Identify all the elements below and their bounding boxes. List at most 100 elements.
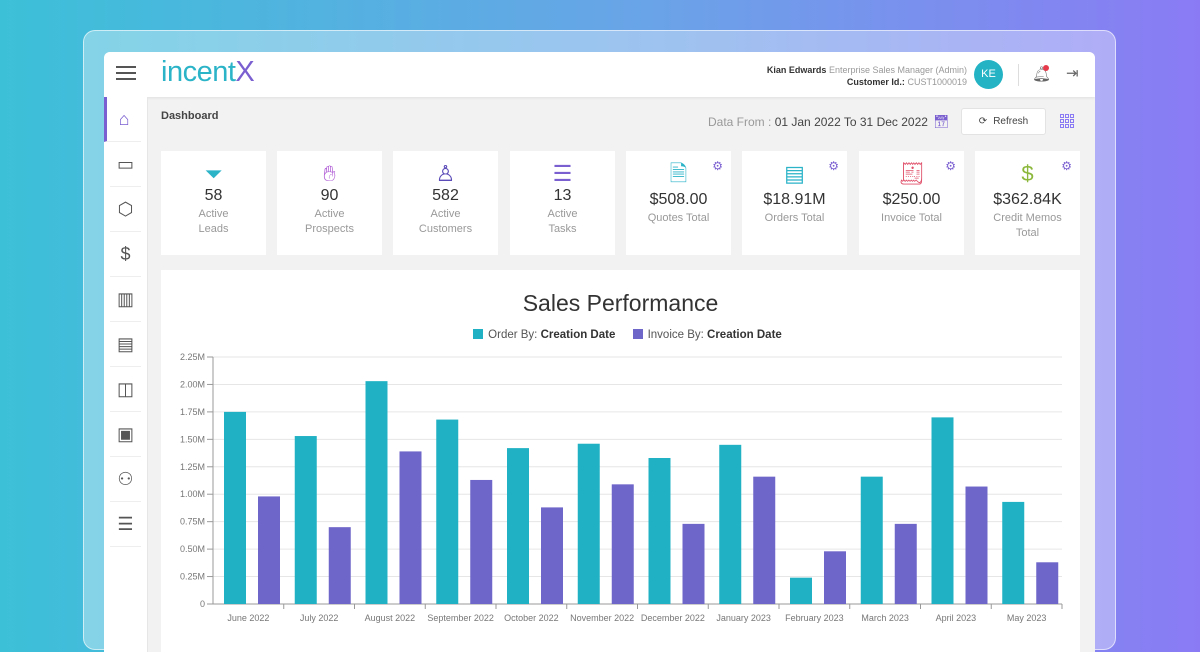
kpi-label-line2: Leads (198, 223, 229, 235)
bar-invoice[interactable] (470, 479, 493, 604)
user-role: Enterprise Sales Manager (Admin) (828, 65, 967, 75)
bar-order[interactable] (365, 381, 388, 604)
crm-icon: ▭ (116, 153, 134, 174)
sliders-icon: ☰ (117, 513, 134, 534)
y-tick-label: 0.50M (180, 544, 205, 554)
kpi-card[interactable]: ⏷ 58 Active Leads (161, 151, 266, 255)
date-range-value: 01 Jan 2022 To 31 Dec 2022 (774, 115, 928, 129)
gear-icon[interactable]: ⚙ (945, 159, 956, 173)
bar-order[interactable] (294, 436, 317, 604)
bar-order[interactable] (224, 411, 246, 604)
logo-accent: X (235, 56, 255, 88)
bar-invoice[interactable] (611, 484, 634, 604)
customer-id: CUST1000019 (907, 77, 967, 87)
id-card-icon: ▣ (116, 423, 134, 444)
kpi-label-line1: Active (314, 208, 345, 220)
menu-icon[interactable] (116, 66, 136, 80)
logout-icon[interactable]: ⇥ (1066, 65, 1079, 82)
kpi-label-line2: Orders Total (764, 212, 825, 224)
sidebar: ⌂ ▭ ⬡ $ ▥ ▤ ◫ ▣ ⚇ ☰ (104, 97, 148, 652)
kpi-card[interactable]: ✋︎ 90 Active Prospects (277, 151, 382, 255)
y-tick-label: 1.25M (180, 462, 205, 472)
bar-invoice[interactable] (894, 523, 917, 604)
bar-chart: 0 0.25M 0.50M 0.75M 1.00M 1.25M 1.50M 1.75M 2.00… (180, 352, 1063, 623)
bar-order[interactable] (790, 577, 812, 604)
credit-memo-icon: $ (1021, 161, 1034, 186)
bar-order[interactable] (648, 457, 671, 604)
legend-swatch-order (473, 329, 484, 339)
bar-invoice[interactable] (399, 451, 422, 604)
user-name: Kian Edwards (766, 65, 827, 75)
kpi-card[interactable]: ♙ 582 Active Customers (393, 151, 498, 255)
kpi-label-line2: Tasks (548, 223, 577, 235)
bar-invoice[interactable] (753, 476, 776, 604)
kpi-card[interactable]: ▤ $18.91M Orders Total ⚙ (742, 151, 847, 255)
bar-invoice[interactable] (328, 527, 351, 604)
sidebar-item-products[interactable]: ⬡ (110, 187, 141, 232)
bar-invoice[interactable] (258, 496, 280, 604)
y-tick-label: 0 (200, 599, 205, 609)
sidebar-item-crm[interactable]: ▭ (110, 142, 141, 187)
legend-order-name[interactable]: Creation Date (540, 329, 616, 341)
kpi-value: $508.00 (649, 191, 708, 208)
breadcrumb: Dashboard (161, 110, 219, 122)
gear-icon[interactable]: ⚙ (828, 159, 839, 173)
kpi-label-line1: Credit Memos (993, 212, 1062, 224)
kpi-card[interactable]: ☰ 13 Active Tasks (510, 151, 615, 255)
sidebar-item-cards[interactable]: ▣ (110, 412, 141, 457)
bar-invoice[interactable] (1036, 562, 1059, 604)
sidebar-item-finance[interactable]: $ (110, 232, 141, 277)
kpi-label-line2: Customers (418, 223, 473, 235)
refresh-button[interactable]: ⟳ Refresh (961, 108, 1046, 135)
kpi-label-line2: Quotes Total (647, 212, 710, 224)
x-tick-label: December 2022 (641, 613, 705, 623)
gear-icon[interactable]: ⚙ (712, 159, 723, 173)
dollar-icon: $ (120, 243, 131, 264)
kpi-label-line1: Active (430, 208, 461, 220)
logo-text: incent (161, 56, 236, 88)
app-window: incentX Kian Edwards Enterprise Sales Ma… (104, 52, 1095, 652)
sidebar-item-settings[interactable]: ☰ (110, 502, 141, 547)
checklist-icon: ☰ (552, 161, 573, 186)
notification-bell-icon[interactable]: 🔔︎ (1032, 65, 1052, 83)
sidebar-item-shop[interactable]: ◫ (110, 367, 141, 412)
calendar-icon[interactable]: 📅︎ (933, 114, 950, 129)
bar-order[interactable] (931, 417, 954, 604)
grid-view-icon[interactable] (1060, 114, 1074, 128)
hand-chart-icon: ✋︎ (323, 161, 336, 186)
gear-icon[interactable]: ⚙ (1061, 159, 1072, 173)
avatar[interactable]: KE (974, 60, 1003, 89)
kpi-card[interactable]: 🧾︎ $250.00 Invoice Total ⚙ (859, 151, 964, 255)
kpi-card[interactable]: $ $362.84K Credit Memos Total ⚙ (975, 151, 1080, 255)
bar-invoice[interactable] (682, 523, 705, 604)
kpi-label-line2: Total (1015, 227, 1040, 239)
kpi-value: $362.84K (993, 191, 1062, 208)
x-tick-label: October 2022 (504, 613, 559, 623)
bar-invoice[interactable] (965, 486, 988, 604)
x-tick-label: August 2022 (365, 613, 416, 623)
kpi-card[interactable]: 🗎︎ $508.00 Quotes Total ⚙ (626, 151, 731, 255)
sidebar-item-orders[interactable]: ▤ (110, 322, 141, 367)
funnel-icon: ⏷ (204, 161, 223, 186)
bar-order[interactable] (577, 443, 600, 604)
bar-order[interactable] (1002, 501, 1025, 604)
sidebar-item-users[interactable]: ⚇ (110, 457, 141, 502)
sidebar-item-company[interactable]: ▥ (110, 277, 141, 322)
divider (1018, 64, 1019, 86)
x-tick-label: January 2023 (716, 613, 771, 623)
bar-order[interactable] (436, 419, 459, 604)
legend-invoice-name[interactable]: Creation Date (707, 329, 782, 341)
bar-order[interactable] (860, 476, 883, 604)
bar-order[interactable] (719, 444, 742, 604)
x-tick-label: March 2023 (861, 613, 909, 623)
y-tick-label: 2.25M (180, 352, 205, 362)
bar-invoice[interactable] (541, 507, 563, 604)
legend-swatch-invoice (632, 329, 643, 339)
sidebar-item-home[interactable]: ⌂ (104, 97, 141, 142)
invoice-icon: 🧾︎ (897, 161, 926, 186)
logo[interactable]: incentX (161, 56, 255, 89)
bar-invoice[interactable] (824, 551, 846, 604)
y-tick-label: 2.00M (180, 379, 205, 389)
kpi-value: 13 (553, 187, 572, 204)
bar-order[interactable] (507, 448, 529, 604)
